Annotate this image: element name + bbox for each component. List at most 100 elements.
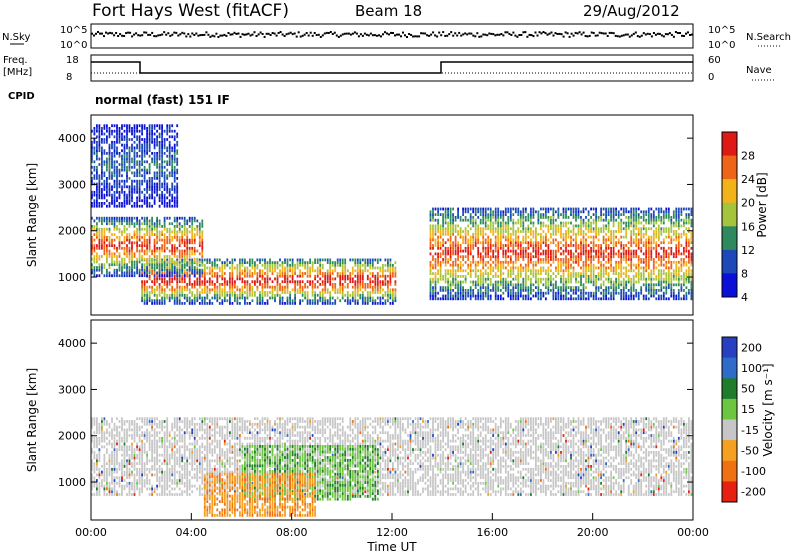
echo-cell [206, 266, 209, 270]
echo-cell [567, 252, 570, 256]
echo-cell [344, 261, 347, 264]
echo-cell [166, 258, 169, 262]
echo-cell [630, 230, 633, 233]
echo-cell [196, 263, 199, 267]
echo-cell [394, 291, 397, 294]
echo-cell [542, 241, 545, 245]
echo-cell [580, 210, 582, 214]
echo-cell [181, 293, 184, 297]
echo-cell [223, 288, 226, 292]
echo-cell [464, 269, 467, 273]
echo-cell [474, 221, 477, 225]
echo-cell [479, 275, 482, 278]
echo-cell [394, 272, 397, 275]
echo-cell [246, 280, 249, 284]
echo-cell [163, 277, 166, 281]
echo-cell [256, 258, 259, 262]
echo-cell [306, 266, 309, 270]
echo-cell [602, 238, 605, 242]
echo-cell [600, 297, 602, 301]
echo-cell [118, 274, 121, 278]
echo-cell [324, 258, 327, 262]
echo-cell [655, 277, 658, 281]
echo-cell [361, 272, 364, 275]
echo-cell [484, 210, 487, 214]
echo-cell [296, 291, 299, 294]
echo-cell [610, 238, 612, 242]
echo-cell [316, 266, 319, 270]
echo-cell [143, 216, 146, 220]
echo-cell [379, 274, 382, 278]
echo-cell [178, 302, 181, 305]
echo-cell [504, 249, 507, 253]
echo-cell [176, 293, 179, 297]
echo-cell [630, 238, 633, 242]
echo-cell [183, 216, 186, 220]
echo-cell [497, 230, 500, 233]
echo-cell [555, 238, 557, 242]
echo-cell [223, 280, 226, 284]
echo-cell [677, 210, 680, 214]
echo-cell [236, 296, 239, 300]
echo-cell [577, 210, 580, 214]
echo-cell [565, 269, 567, 273]
echo-cell [477, 297, 480, 301]
echo-cell [91, 190, 93, 194]
echo-cell [447, 230, 449, 233]
echo-cell [667, 227, 670, 231]
echo-cell [462, 218, 464, 222]
echo-cell [106, 227, 108, 231]
echo-cell [464, 249, 467, 253]
echo-cell [354, 296, 357, 300]
echo-cell [93, 152, 96, 155]
echo-cell [218, 293, 221, 297]
echo-cell [437, 218, 439, 222]
echo-cell [319, 299, 322, 303]
echo-cell [655, 283, 658, 287]
echo-cell [597, 227, 600, 231]
echo-cell [93, 204, 96, 208]
echo-cell [632, 280, 635, 284]
echo-cell [560, 277, 562, 281]
echo-cell [660, 272, 663, 275]
echo-cell [191, 249, 194, 253]
echo-cell [585, 272, 587, 275]
echo-cell [168, 260, 171, 264]
echo-cell [509, 238, 512, 242]
echo-cell [201, 274, 204, 278]
echo-cell [188, 216, 191, 220]
echo-cell [126, 266, 128, 269]
echo-cell [286, 285, 289, 289]
echo-cell [454, 280, 457, 284]
echo-cell [477, 269, 480, 273]
echo-cell [191, 299, 194, 303]
echo-cell [148, 236, 151, 239]
noise-point [155, 35, 158, 38]
echo-cell [432, 246, 434, 250]
echo-cell [173, 246, 176, 250]
echo-cell [457, 280, 459, 284]
noise-point [679, 32, 681, 34]
echo-cell [683, 260, 685, 264]
echo-cell [191, 302, 194, 305]
echo-cell [622, 272, 625, 275]
echo-cell [91, 146, 93, 150]
echo-cell [479, 207, 482, 211]
echo-cell [186, 230, 189, 234]
echo-cell [580, 297, 582, 301]
echo-cell [660, 221, 663, 225]
echo-cell [276, 263, 279, 267]
echo-cell [572, 258, 575, 261]
echo-cell [635, 263, 638, 267]
echo-cell [344, 274, 347, 278]
echo-cell [677, 280, 680, 284]
echo-cell [612, 224, 615, 228]
echo-cell [610, 266, 612, 270]
echo-cell [186, 255, 189, 258]
echo-cell [223, 299, 226, 303]
echo-cell [657, 294, 660, 298]
echo-cell [138, 252, 141, 256]
echo-cell [497, 241, 500, 245]
echo-cell [494, 291, 497, 295]
echo-cell [379, 299, 382, 303]
